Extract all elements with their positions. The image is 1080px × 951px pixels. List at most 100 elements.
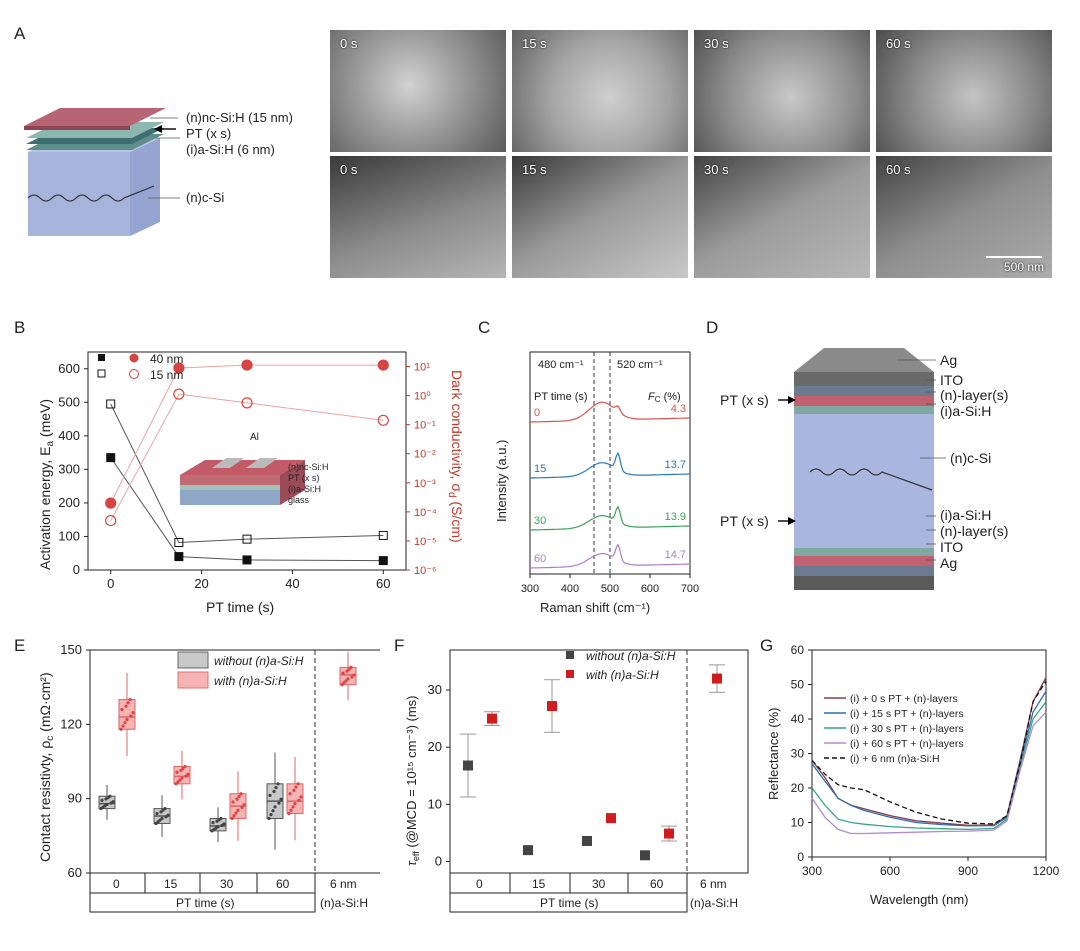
data-point [463, 760, 473, 771]
y-tick-label: 40 [791, 712, 805, 726]
sem-time-label: 0 s [340, 162, 358, 177]
sem-side-15s: 15 s [512, 156, 688, 278]
panel-label-e: E [14, 636, 26, 655]
box [118, 699, 136, 730]
panel-f-chart: 0 10 20 30 without (n)a-Si:H with (n)a-Si:H… [404, 649, 749, 913]
data-point [712, 673, 722, 684]
box-point [240, 805, 244, 810]
box-point [184, 774, 188, 778]
stack-label-ia: (i)a-Si:H (6 nm) [186, 142, 275, 157]
box-point [178, 778, 182, 782]
d-n-top [794, 396, 934, 406]
y2-tick-label: 10⁻² [414, 449, 436, 461]
panel-label-b: B [14, 318, 26, 337]
cat-15: 15 [532, 877, 546, 891]
box-point [180, 776, 184, 780]
cat-30: 30 [592, 877, 606, 891]
cat-0: 0 [113, 877, 120, 891]
data-point [241, 397, 253, 409]
box-point [267, 816, 271, 821]
box-point [175, 770, 179, 774]
y-tick-label: 400 [58, 428, 80, 443]
box-point [231, 800, 235, 804]
data-point [106, 399, 116, 409]
legend-without: without (n)a-Si:H [214, 654, 304, 668]
csi-wavy-line [27, 185, 155, 202]
data-point [582, 835, 592, 846]
box-point [183, 764, 187, 769]
box-point [347, 667, 351, 671]
box-point [352, 673, 356, 677]
y2-tick-label: 10⁻⁶ [414, 565, 437, 577]
box-point [234, 811, 238, 815]
extra-label: (n)a-Si:H [690, 896, 738, 910]
cat-6nm: 6 nm [330, 877, 357, 891]
box-point [119, 727, 123, 731]
d-label-csi: (n)c-Si [950, 450, 991, 466]
d-label-n-top: (n)-layer(s) [940, 387, 1008, 403]
legend-label: (i) + 30 s PT + (n)-layers [850, 723, 964, 735]
y-tick-label: 50 [791, 678, 805, 692]
tick-group: 300 600 900 1200 0 10 20 30 40 50 60 [791, 643, 1060, 878]
cat-60: 60 [650, 877, 664, 891]
box-point [211, 821, 215, 825]
series-line [110, 457, 384, 562]
sem-side-60s: 60 s 500 nm [876, 156, 1052, 278]
box-point [236, 808, 240, 812]
scale-bar [986, 256, 1042, 258]
box-point [271, 809, 275, 813]
sem-time-label: 60 s [886, 36, 911, 51]
spectrum-fc-label: 4.3 [671, 403, 686, 415]
label-520: 520 cm⁻¹ [617, 359, 663, 371]
cat-15: 15 [164, 877, 178, 891]
x-tick-label: 300 [802, 864, 822, 878]
d-label-pt-top: PT (x s) [720, 392, 769, 408]
d-pt-arrowhead-bottom [788, 517, 796, 525]
data-point [242, 555, 252, 565]
g-xlabel: Wavelength (nm) [870, 892, 969, 907]
y-tick-label: 0 [73, 562, 80, 577]
data-point [106, 453, 116, 463]
box-point [287, 811, 291, 816]
box-point [345, 669, 349, 673]
group-row [89, 892, 316, 913]
y-tick-label: 600 [58, 361, 80, 376]
legend-40nm: 40 nm [150, 352, 183, 366]
sem-time-label: 30 s [704, 162, 729, 177]
box-point [279, 797, 283, 801]
box-point [230, 816, 234, 821]
panel-d-diagram: Ag ITO (n)-layer(s) (i)a-Si:H (n)c-Si (i… [720, 348, 1008, 590]
d-pt-arrowhead-top [788, 396, 796, 404]
nc-si-edge [24, 126, 130, 130]
inset-label-pt: PT (x s) [288, 473, 319, 483]
group-label: PT time (s) [540, 896, 598, 910]
box-point [289, 808, 293, 812]
reflectance-line [811, 711, 1047, 835]
d-ito-top [794, 386, 934, 396]
x-tick-label: 60 [376, 576, 390, 591]
box-point [273, 805, 277, 809]
box-point [296, 782, 300, 786]
box-point [349, 665, 353, 669]
cat-0: 0 [476, 877, 483, 891]
box-point [272, 789, 276, 794]
x-tick-label: 1200 [1033, 864, 1060, 878]
y-tick-label: 60 [68, 865, 82, 880]
box-point [126, 701, 130, 705]
spectra: 0 4.3 15 13.7 30 13.9 60 14.7 [530, 401, 690, 569]
box-point [125, 717, 129, 721]
box-point [276, 782, 280, 786]
box-point [120, 707, 124, 712]
y-tick-label: 100 [58, 528, 80, 543]
panel-a-stack-diagram: (n)nc-Si:H (15 nm) PT (x s) (i)a-Si:H (6… [24, 108, 293, 236]
panel-g-chart: 300 600 900 1200 0 10 20 30 40 50 60 (i) + 0 s PT … [766, 643, 1060, 907]
panel-label-a: A [14, 24, 26, 43]
spectrum-fc-label: 13.7 [665, 459, 686, 471]
y2-tick-label: 10⁻⁴ [414, 507, 437, 519]
group-label: PT time (s) [176, 896, 234, 910]
e-ylabel: Contact resistivty, ρc (mΩ·cm²) [37, 672, 56, 862]
tick-group: 60 90 120 150 [60, 642, 90, 880]
x-tick-label: 900 [958, 864, 978, 878]
d-ia-top [794, 406, 934, 414]
